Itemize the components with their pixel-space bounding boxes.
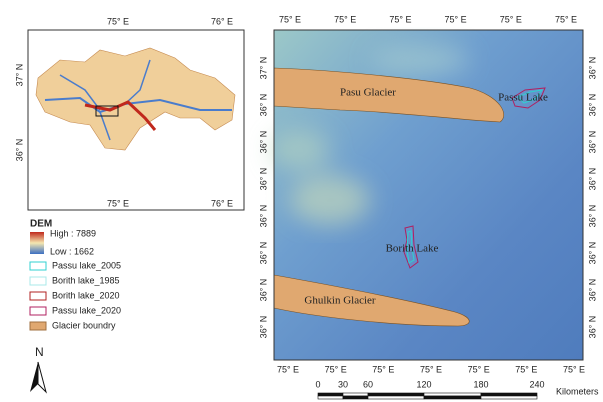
scale-bar: 0 30 60 120 180 240	[315, 379, 544, 399]
lon-label: 75° E	[325, 364, 347, 374]
inset-lon-label: 76° E	[211, 16, 233, 26]
legend-items: Passu lake_2005 Borith lake_1985 Borith la…	[30, 260, 121, 330]
legend-label: Borith lake_2020	[52, 290, 120, 300]
scale-segment	[424, 396, 481, 399]
feature-label: Pasu Glacier	[340, 87, 396, 99]
scale-tick-label: 60	[363, 379, 373, 389]
scale-segment	[318, 393, 343, 396]
lat-label: 36° N	[587, 168, 597, 191]
lat-label: 36° N	[587, 205, 597, 228]
scale-segment	[481, 393, 537, 396]
scale-tick-label: 180	[473, 379, 488, 389]
lat-label: 36° N	[258, 316, 268, 339]
inset-lat-label: 36° N	[14, 139, 24, 162]
lat-label: 36° N	[258, 205, 268, 228]
legend-swatch	[30, 277, 46, 285]
scale-segment	[318, 396, 343, 399]
lon-label: 75° E	[445, 14, 467, 24]
legend-label: Passu lake_2005	[52, 260, 121, 270]
scale-tick-label: 30	[338, 379, 348, 389]
lon-label: 75° E	[563, 364, 585, 374]
lon-label: 75° E	[389, 14, 411, 24]
scale-tick-label: 240	[529, 379, 544, 389]
scale-unit: Kilometers	[556, 386, 599, 396]
lon-label: 75° E	[334, 14, 356, 24]
lon-label: 75° E	[420, 364, 442, 374]
lon-label: 75° E	[555, 14, 577, 24]
lat-label: 36° N	[258, 279, 268, 302]
lat-label: 36° N	[587, 131, 597, 154]
lat-label: 36° N	[258, 94, 268, 117]
scale-segment	[424, 393, 481, 396]
lon-label: 75° E	[277, 364, 299, 374]
lat-label: 36° N	[587, 316, 597, 339]
lat-label: 36° N	[587, 242, 597, 265]
legend-swatch	[30, 262, 46, 270]
lon-label: 75° E	[279, 14, 301, 24]
lat-label: 36° N	[587, 57, 597, 80]
lat-label: 36° N	[258, 131, 268, 154]
inset-lon-label: 75° E	[107, 16, 129, 26]
legend-label: Passu lake_2020	[52, 305, 121, 315]
lat-label: 36° N	[587, 94, 597, 117]
scale-tick-label: 0	[315, 379, 320, 389]
legend-low: Low : 1662	[50, 246, 94, 256]
lat-label: 36° N	[587, 279, 597, 302]
legend-label: Glacier boundry	[52, 320, 116, 330]
feature-label: Borith Lake	[386, 243, 439, 255]
inset-lat-label: 37° N	[14, 64, 24, 87]
lat-label: 36° N	[258, 242, 268, 265]
scale-tick-label: 120	[416, 379, 431, 389]
scale-segment	[368, 393, 424, 396]
feature-label: Ghulkin Glacier	[304, 295, 376, 307]
lon-label: 75° E	[515, 364, 537, 374]
lat-label: 36° N	[258, 168, 268, 191]
inset-lon-label: 75° E	[107, 198, 129, 208]
inset-lon-label: 76° E	[211, 198, 233, 208]
map-figure: DEM High : 7889 Low : 1662 Passu lake_20…	[0, 0, 603, 402]
scale-segment	[368, 396, 424, 399]
scale-segment	[343, 393, 368, 396]
feature-label: Passu Lake	[498, 92, 548, 104]
lat-label: 37° N	[258, 57, 268, 80]
legend-ramp	[30, 232, 44, 254]
legend-high: High : 7889	[50, 228, 96, 238]
north-arrow	[38, 362, 46, 392]
legend-label: Borith lake_1985	[52, 275, 120, 285]
legend-swatch	[30, 322, 46, 330]
north-label: N	[35, 345, 44, 359]
lon-label: 75° E	[372, 364, 394, 374]
legend-swatch	[30, 307, 46, 315]
legend-swatch	[30, 292, 46, 300]
north-arrow	[30, 362, 38, 392]
legend-title: DEM	[30, 219, 52, 230]
lon-label: 75° E	[468, 364, 490, 374]
lon-label: 75° E	[500, 14, 522, 24]
scale-segment	[343, 396, 368, 399]
scale-segment	[481, 396, 537, 399]
